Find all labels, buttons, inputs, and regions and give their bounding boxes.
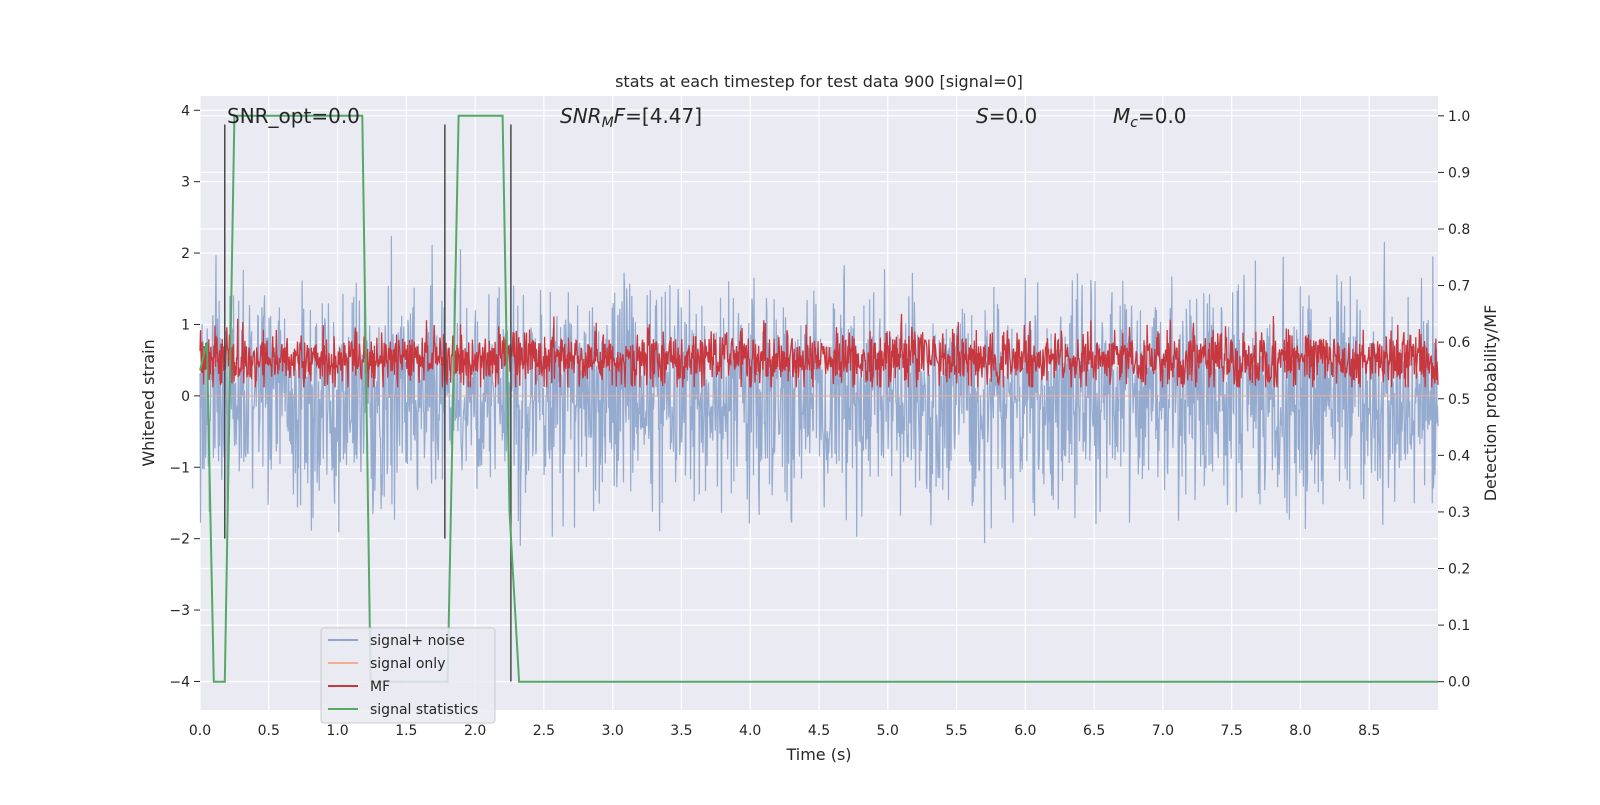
x-tick-label: 7.5	[1221, 723, 1243, 739]
annotation-s-value: =0.0	[989, 104, 1038, 128]
y-right-axis-ticks: 0.0 0.1 0.2 0.3 0.4 0.5 0.6 0.7 0.8 0.9 1.0	[1438, 109, 1470, 691]
annotation-mc-base: M	[1113, 104, 1130, 128]
x-tick-label: 1.5	[395, 723, 417, 739]
x-tick-label: 6.0	[1014, 723, 1036, 739]
legend-label-signal-noise: signal+ noise	[370, 633, 465, 649]
y-right-tick-label: 0.4	[1448, 448, 1470, 464]
x-tick-label: 1.0	[326, 723, 348, 739]
x-tick-label: 6.5	[1083, 723, 1105, 739]
y-right-tick-label: 0.8	[1448, 222, 1470, 238]
annotation-snr-mf-sub: M	[602, 115, 614, 131]
y-tick-label: −3	[169, 603, 190, 619]
annotation-snr-opt-value: 0.0	[328, 104, 360, 128]
legend-label-signal-statistics: signal statistics	[370, 702, 478, 718]
y-tick-label: 0	[181, 389, 190, 405]
annotation-snr-mf: SNRMF=[4.47]	[560, 104, 702, 131]
y-axis-ticks: −4 −3 −2 −1 0 1 2 3 4	[169, 103, 200, 690]
y-right-tick-label: 0.5	[1448, 392, 1470, 408]
annotation-s: S=0.0	[976, 104, 1037, 128]
x-tick-label: 4.0	[739, 723, 761, 739]
annotation-snr-mf-base: SNR	[560, 104, 602, 128]
y-tick-label: 3	[181, 175, 190, 191]
y-right-tick-label: 0.0	[1448, 675, 1470, 691]
y-right-tick-label: 0.2	[1448, 562, 1470, 578]
y-tick-label: 2	[181, 246, 190, 262]
y-tick-label: −2	[169, 532, 190, 548]
annotation-snr-opt-prefix: SNR_opt=	[227, 104, 328, 128]
y-right-tick-label: 0.6	[1448, 335, 1470, 351]
x-tick-label: 0.0	[189, 723, 211, 739]
x-tick-label: 3.5	[670, 723, 692, 739]
x-tick-label: 0.5	[258, 723, 280, 739]
x-tick-label: 5.0	[877, 723, 899, 739]
legend: signal+ noise signal only MF signal stat…	[320, 627, 496, 724]
x-tick-label: 5.5	[945, 723, 967, 739]
x-tick-label: 2.5	[533, 723, 555, 739]
x-tick-label: 8.5	[1358, 723, 1380, 739]
y-right-tick-label: 0.7	[1448, 279, 1470, 295]
y-right-tick-label: 0.1	[1448, 618, 1470, 634]
y-axis-label: Whitened strain	[139, 339, 158, 466]
y-right-tick-label: 0.9	[1448, 165, 1470, 181]
x-tick-label: 4.5	[808, 723, 830, 739]
annotation-snr-opt: SNR_opt=0.0	[227, 104, 360, 128]
annotation-s-var: S	[976, 104, 989, 128]
legend-label-mf: MF	[370, 679, 390, 695]
annotation-mc-sub: c	[1130, 115, 1138, 131]
annotation-mc-value: =0.0	[1138, 104, 1187, 128]
vertical-markers	[224, 124, 512, 682]
chart-title: stats at each timestep for test data 900…	[615, 72, 1023, 91]
legend-box	[320, 627, 496, 724]
x-tick-label: 3.0	[602, 723, 624, 739]
series-line-mf	[199, 313, 1439, 388]
x-tick-label: 7.0	[1152, 723, 1174, 739]
x-axis-ticks: 0.0 0.5 1.0 1.5 2.0 2.5 3.0 3.5 4.0 4.5 5.0 5.5 6.0 6…	[189, 723, 1380, 739]
y-tick-label: −4	[169, 674, 190, 690]
x-tick-label: 2.0	[464, 723, 486, 739]
y-tick-label: −1	[169, 460, 190, 476]
legend-label-signal-only: signal only	[370, 656, 445, 672]
series-mf	[199, 313, 1439, 388]
y-right-tick-label: 1.0	[1448, 109, 1470, 125]
y-right-axis-label: Detection probability/MF	[1481, 305, 1500, 502]
annotation-snr-mf-value: [4.47]	[642, 104, 702, 128]
x-tick-label: 8.0	[1289, 723, 1311, 739]
annotation-snr-mf-suffix: F=	[614, 104, 642, 128]
y-tick-label: 1	[181, 317, 190, 333]
annotation-mc: Mc=0.0	[1113, 104, 1187, 131]
x-axis-label: Time (s)	[785, 745, 851, 764]
y-right-tick-label: 0.3	[1448, 505, 1470, 521]
y-tick-label: 4	[181, 103, 190, 119]
